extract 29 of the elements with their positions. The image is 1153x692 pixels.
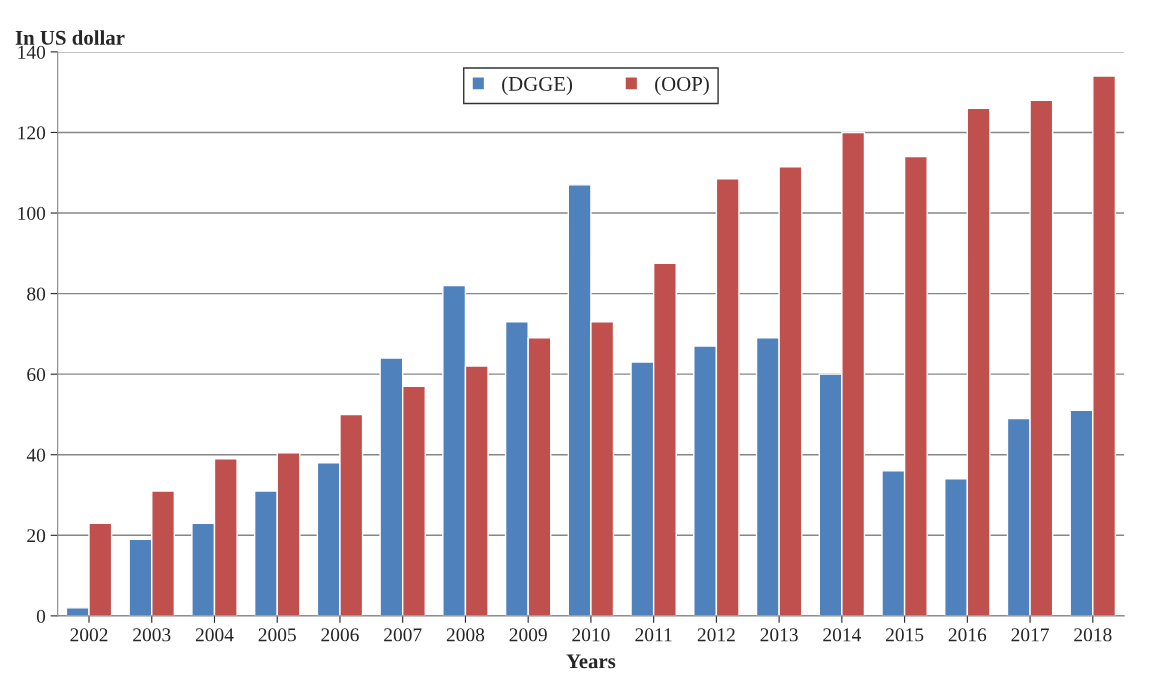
x-tick-label: 2003 <box>133 628 171 642</box>
x-tick-label: 2017 <box>1011 628 1049 642</box>
x-tick-label: 2009 <box>509 628 547 642</box>
y-tick-label: 20 <box>27 529 46 543</box>
x-tick-label: 2012 <box>697 628 735 642</box>
x-tick-label: 2005 <box>258 628 296 642</box>
x-tick-label: 2016 <box>948 628 987 642</box>
x-tick-label: 2015 <box>886 628 924 642</box>
x-tick-label: 2008 <box>446 628 485 642</box>
y-tick-label: 0 <box>36 609 46 623</box>
x-tick-label: 2007 <box>384 628 422 642</box>
x-tick-label: 2011 <box>635 628 672 642</box>
y-tick-label: 80 <box>27 287 46 301</box>
y-tick-label: 40 <box>26 448 46 462</box>
y-tick-label: 140 <box>18 45 46 59</box>
y-tick-label: 60 <box>27 367 46 382</box>
x-axis-title: Years <box>566 654 616 669</box>
y-axis-title: In US dollar <box>15 30 125 45</box>
legend-label: (DGGE) <box>502 76 573 96</box>
x-tick-label: 2013 <box>760 628 798 642</box>
x-tick-label: 2018 <box>1074 628 1112 642</box>
x-tick-label: 2010 <box>572 628 610 642</box>
x-tick-label: 2014 <box>823 628 861 642</box>
y-tick-label: 120 <box>18 126 46 140</box>
x-tick-label: 2006 <box>321 628 359 642</box>
legend-label: (OOP) <box>655 76 709 96</box>
x-tick-label: 2004 <box>195 628 234 642</box>
x-tick-label: 2002 <box>70 628 108 642</box>
y-tick-label: 100 <box>18 206 46 220</box>
